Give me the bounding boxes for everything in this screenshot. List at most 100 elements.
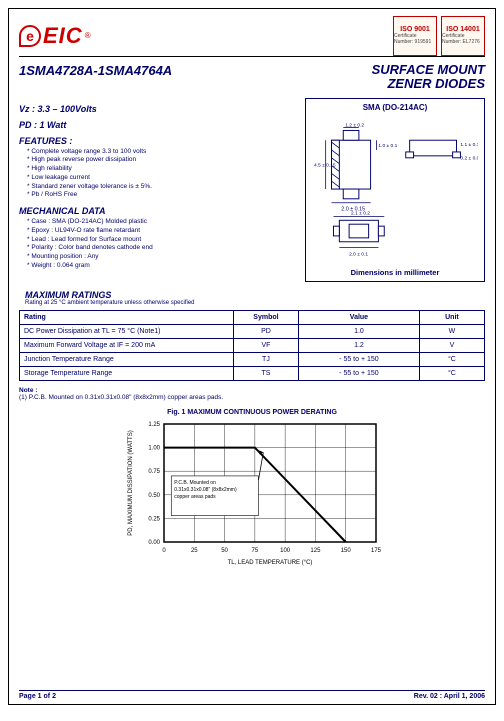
table-cell: PD [233, 324, 298, 338]
cert-badges: ISO 9001 Certificate Number: 919591 ISO … [393, 16, 485, 56]
note-text: (1) P.C.B. Mounted on 0.31x0.31x0.08" (8… [19, 394, 485, 401]
badge-iso-text: ISO 14001 [446, 26, 479, 33]
spec-pd: PD : 1 Watt [19, 120, 297, 130]
logo-mark-icon: e [19, 25, 41, 47]
product-title-line1: SURFACE MOUNT [372, 63, 485, 77]
svg-text:4.5 ± 0.15: 4.5 ± 0.15 [314, 162, 336, 168]
list-item: Standard zener voltage tolerance is ± 5%… [27, 183, 297, 192]
derating-chart: 02550751001251501750.000.250.500.751.001… [122, 418, 382, 568]
svg-text:75: 75 [252, 548, 259, 554]
svg-text:1.25: 1.25 [148, 422, 160, 428]
mech-list: Case : SMA (DO-214AC) Molded plasticEpox… [19, 218, 297, 271]
table-cell: - 55 to + 150 [298, 366, 419, 380]
list-item: Epoxy : UL94V-O rate flame retardant [27, 227, 297, 236]
list-item: Mounting position : Any [27, 253, 297, 262]
svg-text:TL, LEAD TEMPERATURE (°C): TL, LEAD TEMPERATURE (°C) [228, 560, 313, 566]
table-cell: TS [233, 366, 298, 380]
svg-text:0.50: 0.50 [148, 492, 160, 498]
product-title: SURFACE MOUNT ZENER DIODES [372, 63, 485, 92]
table-cell: W [419, 324, 484, 338]
package-drawing: 2.0 ± 0.151.2 ± 0.24.5 ± 0.151.0 ± 0.11.… [312, 116, 478, 266]
table-cell: V [419, 338, 484, 352]
table-header: Rating [20, 310, 234, 324]
list-item: Case : SMA (DO-214AC) Molded plastic [27, 218, 297, 227]
table-cell: °C [419, 366, 484, 380]
table-cell: VF [233, 338, 298, 352]
table-header: Unit [419, 310, 484, 324]
svg-text:2.0 ± 0.1: 2.0 ± 0.1 [349, 251, 368, 257]
svg-text:100: 100 [280, 548, 291, 554]
footer: Page 1 of 2 Rev. 02 : April 1, 2006 [19, 690, 485, 700]
table-cell: 1.0 [298, 324, 419, 338]
table-cell: 1.2 [298, 338, 419, 352]
table-header: Symbol [233, 310, 298, 324]
list-item: Lead : Lead formed for Surface mount [27, 236, 297, 245]
table-row: DC Power Dissipation at TL = 75 °C (Note… [20, 324, 485, 338]
table-cell: Junction Temperature Range [20, 352, 234, 366]
part-range-title: 1SMA4728A-1SMA4764A [19, 63, 172, 92]
svg-text:0.75: 0.75 [148, 469, 160, 475]
footer-rev: Rev. 02 : April 1, 2006 [414, 693, 485, 700]
features-heading: FEATURES : [19, 136, 297, 146]
package-title: SMA (DO-214AC) [363, 103, 428, 112]
title-row: 1SMA4728A-1SMA4764A SURFACE MOUNT ZENER … [19, 63, 485, 92]
max-ratings-subtext: Rating at 25 °C ambient temperature unle… [25, 300, 485, 306]
iso-badge-14001: ISO 14001 Certificate Number: EL7276 [441, 16, 485, 56]
figure-title: Fig. 1 MAXIMUM CONTINUOUS POWER DERATING [19, 409, 485, 416]
logo-text: EIC [43, 23, 83, 49]
svg-text:50: 50 [221, 548, 228, 554]
badge-cert-text: Certificate Number: EL7276 [442, 33, 484, 45]
table-header-row: RatingSymbolValueUnit [20, 310, 485, 324]
badge-iso-text: ISO 9001 [400, 26, 430, 33]
list-item: Low leakage current [27, 174, 297, 183]
svg-text:175: 175 [371, 548, 382, 554]
package-footer: Dimensions in millimeter [351, 268, 440, 277]
table-row: Storage Temperature RangeTS- 55 to + 150… [20, 366, 485, 380]
product-title-line2: ZENER DIODES [372, 77, 485, 91]
note: Note : (1) P.C.B. Mounted on 0.31x0.31x0… [19, 387, 485, 401]
note-label: Note : [19, 387, 37, 394]
svg-text:P.C.B. Mounted on: P.C.B. Mounted on [174, 480, 216, 486]
table-header: Value [298, 310, 419, 324]
footer-page: Page 1 of 2 [19, 693, 56, 700]
svg-text:copper areas pads: copper areas pads [174, 494, 216, 500]
table-cell: Maximum Forward Voltage at IF = 200 mA [20, 338, 234, 352]
svg-text:0.2 ± 0.07: 0.2 ± 0.07 [460, 155, 478, 161]
ratings-table: RatingSymbolValueUnit DC Power Dissipati… [19, 310, 485, 381]
list-item: Pb / RoHS Free [27, 191, 297, 200]
table-cell: °C [419, 352, 484, 366]
max-ratings-heading: MAXIMUM RATINGS [25, 290, 485, 300]
table-row: Maximum Forward Voltage at IF = 200 mAVF… [20, 338, 485, 352]
table-cell: TJ [233, 352, 298, 366]
svg-text:0.31x0.31x0.08" (8x8x2mm): 0.31x0.31x0.08" (8x8x2mm) [174, 487, 237, 493]
svg-text:0.25: 0.25 [148, 516, 160, 522]
list-item: Polarity : Color band denotes cathode en… [27, 244, 297, 253]
spec-vz: Vz : 3.3 – 100Volts [19, 104, 297, 114]
list-item: High peak reverse power dissipation [27, 156, 297, 165]
features-list: Complete voltage range 3.3 to 100 voltsH… [19, 148, 297, 201]
table-row: Junction Temperature RangeTJ- 55 to + 15… [20, 352, 485, 366]
svg-text:1.2 ± 0.2: 1.2 ± 0.2 [345, 122, 364, 128]
table-cell: DC Power Dissipation at TL = 75 °C (Note… [20, 324, 234, 338]
svg-text:1.1 ± 0.3: 1.1 ± 0.3 [460, 142, 478, 148]
registered-icon: ® [85, 31, 91, 40]
iso-badge-9001: ISO 9001 Certificate Number: 919591 [393, 16, 437, 56]
badge-cert-text: Certificate Number: 919591 [394, 33, 436, 45]
svg-text:PD, MAXIMUM DISSIPATION (WATTS: PD, MAXIMUM DISSIPATION (WATTS) [128, 430, 134, 535]
list-item: Weight : 0.064 gram [27, 262, 297, 271]
table-cell: - 55 to + 150 [298, 352, 419, 366]
svg-text:1.00: 1.00 [148, 445, 160, 451]
svg-text:2.1 ± 0.2: 2.1 ± 0.2 [351, 210, 370, 216]
svg-text:25: 25 [191, 548, 198, 554]
header: e EIC ® ISO 9001 Certificate Number: 919… [19, 15, 485, 57]
svg-text:0: 0 [162, 548, 166, 554]
list-item: High reliability [27, 165, 297, 174]
svg-text:150: 150 [341, 548, 352, 554]
mech-heading: MECHANICAL DATA [19, 206, 297, 216]
svg-text:1.0 ± 0.1: 1.0 ± 0.1 [378, 143, 397, 149]
logo: e EIC ® [19, 23, 91, 49]
svg-text:0.00: 0.00 [148, 540, 160, 546]
package-drawing-box: SMA (DO-214AC) 2.0 ± 0.151.2 ± 0.24.5 ± … [305, 98, 485, 282]
table-cell: Storage Temperature Range [20, 366, 234, 380]
list-item: Complete voltage range 3.3 to 100 volts [27, 148, 297, 157]
